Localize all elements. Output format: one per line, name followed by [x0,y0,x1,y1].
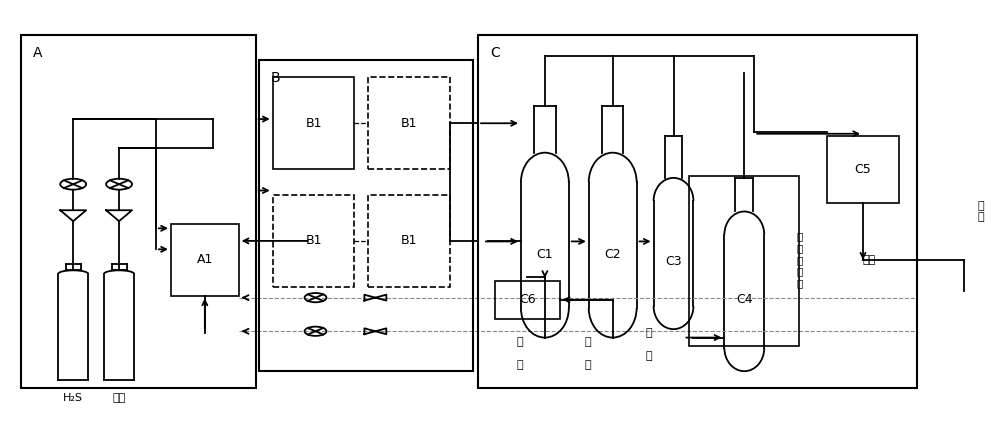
Text: A1: A1 [197,253,213,266]
Text: B1: B1 [305,234,322,247]
Bar [368,195,450,287]
Text: 解
吸
硫
化
氢: 解 吸 硫 化 氢 [796,232,802,288]
Text: 氢
气: 氢 气 [977,201,984,222]
Text: A: A [33,46,43,60]
Text: 液: 液 [517,337,523,347]
Text: 载气: 载气 [112,393,126,404]
Text: 固: 固 [584,337,591,347]
Bar [259,60,473,371]
Text: C6: C6 [519,293,536,306]
Text: C2: C2 [604,248,621,261]
Bar [478,35,917,388]
Text: C4: C4 [736,293,753,306]
Bar [495,281,560,319]
Text: B1: B1 [305,117,322,130]
Text: 硫: 硫 [517,360,523,370]
Text: C: C [490,46,500,60]
Text: 硫: 硫 [584,360,591,370]
Text: 液: 液 [645,352,652,362]
Bar [827,136,899,203]
Bar [368,77,450,170]
Bar [21,35,256,388]
Text: B: B [271,71,280,85]
Text: H₂S: H₂S [63,393,83,404]
Bar [273,77,354,170]
Text: B1: B1 [401,234,418,247]
Text: 载气: 载气 [862,255,876,265]
Text: 胺: 胺 [645,328,652,338]
Bar [689,176,799,346]
Text: B1: B1 [401,117,418,130]
Text: C3: C3 [665,255,682,268]
Text: C5: C5 [855,163,871,176]
Bar [273,195,354,287]
Text: C1: C1 [537,248,553,261]
Bar [171,224,239,296]
